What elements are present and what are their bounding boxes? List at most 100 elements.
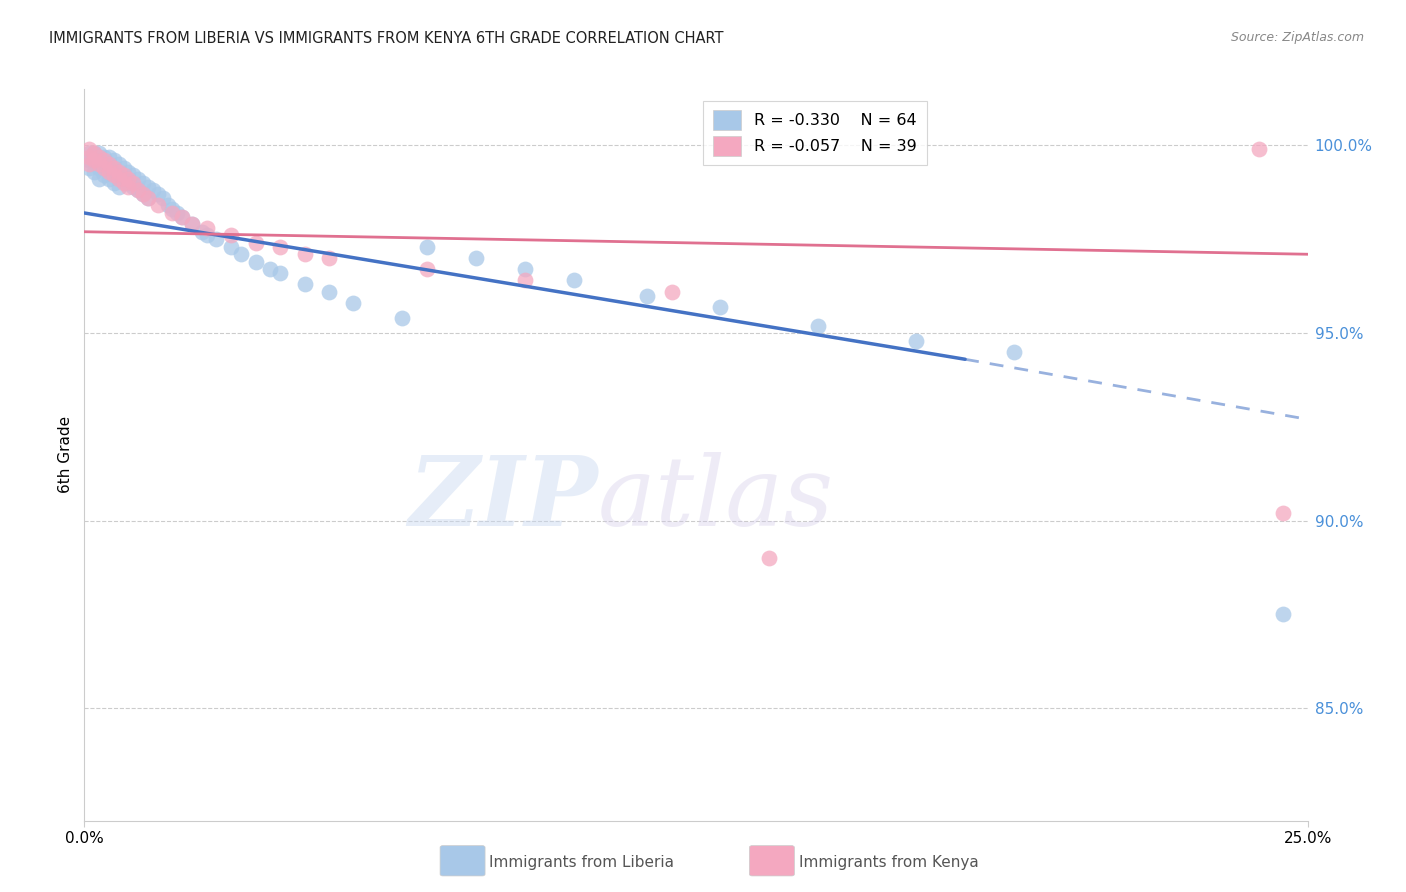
Point <box>162 202 184 217</box>
Point <box>93 150 115 164</box>
Point <box>1247 142 1270 156</box>
Point <box>269 240 291 254</box>
Point <box>136 191 159 205</box>
Point <box>464 251 486 265</box>
Point <box>97 150 120 164</box>
Point <box>142 184 165 198</box>
Point <box>107 172 129 186</box>
Text: Immigrants from Kenya: Immigrants from Kenya <box>799 855 979 870</box>
Point <box>136 191 159 205</box>
Point <box>93 169 115 183</box>
Point <box>122 179 145 194</box>
Point <box>117 176 139 190</box>
Point <box>205 232 228 246</box>
Point <box>156 198 179 212</box>
Point <box>219 228 242 243</box>
Point <box>127 184 149 198</box>
Text: ZIP: ZIP <box>409 452 598 546</box>
Point <box>513 273 536 287</box>
Point <box>195 221 218 235</box>
Point <box>103 176 125 190</box>
Text: atlas: atlas <box>598 452 834 546</box>
Point <box>758 551 780 566</box>
Point <box>127 184 149 198</box>
Point <box>132 176 155 190</box>
Point <box>117 165 139 179</box>
Point <box>87 157 110 171</box>
Point <box>77 161 100 175</box>
Point <box>191 225 214 239</box>
Point <box>416 240 439 254</box>
Point <box>97 165 120 179</box>
Point <box>1272 506 1295 520</box>
Point <box>146 187 169 202</box>
Point <box>259 262 281 277</box>
Point <box>162 206 184 220</box>
Point <box>97 157 120 171</box>
Point <box>107 169 129 183</box>
Point <box>136 179 159 194</box>
Point <box>245 235 267 250</box>
Point <box>117 172 139 186</box>
Point <box>103 165 125 179</box>
Point <box>103 153 125 168</box>
Point <box>219 240 242 254</box>
Point <box>87 172 110 186</box>
Point <box>87 145 110 160</box>
Point <box>661 285 683 299</box>
Point <box>181 217 204 231</box>
Point <box>807 318 830 333</box>
Point <box>93 157 115 171</box>
Point <box>132 187 155 202</box>
Point <box>83 145 105 160</box>
Point <box>294 247 316 261</box>
Point <box>416 262 439 277</box>
Point <box>132 187 155 202</box>
Point <box>93 161 115 175</box>
Point <box>83 145 105 160</box>
Point <box>122 176 145 190</box>
Point <box>229 247 252 261</box>
Y-axis label: 6th Grade: 6th Grade <box>58 417 73 493</box>
Point <box>318 285 340 299</box>
Point <box>709 300 731 314</box>
Point <box>181 217 204 231</box>
Point <box>1002 344 1025 359</box>
Point <box>112 161 135 175</box>
Point <box>87 161 110 175</box>
Point <box>112 176 135 190</box>
Point <box>172 210 194 224</box>
Point <box>77 142 100 156</box>
Text: IMMIGRANTS FROM LIBERIA VS IMMIGRANTS FROM KENYA 6TH GRADE CORRELATION CHART: IMMIGRANTS FROM LIBERIA VS IMMIGRANTS FR… <box>49 31 724 46</box>
Point <box>107 179 129 194</box>
Point <box>97 161 120 175</box>
Point <box>342 296 364 310</box>
Point <box>636 288 658 302</box>
Point <box>562 273 585 287</box>
Point <box>87 150 110 164</box>
Point <box>112 172 135 186</box>
Point <box>513 262 536 277</box>
Point <box>103 161 125 175</box>
Legend: R = -0.330    N = 64, R = -0.057    N = 39: R = -0.330 N = 64, R = -0.057 N = 39 <box>703 101 927 165</box>
Point <box>166 206 188 220</box>
Point <box>294 277 316 292</box>
Point <box>77 145 100 160</box>
Point <box>1272 607 1295 622</box>
Point <box>112 169 135 183</box>
Point <box>318 251 340 265</box>
Point <box>107 157 129 171</box>
Point <box>83 153 105 168</box>
Point <box>83 165 105 179</box>
Point <box>93 153 115 168</box>
Point <box>77 157 100 171</box>
Point <box>391 311 413 326</box>
Point <box>77 150 100 164</box>
Point <box>146 198 169 212</box>
Text: Source: ZipAtlas.com: Source: ZipAtlas.com <box>1230 31 1364 45</box>
Point <box>122 169 145 183</box>
Point <box>245 254 267 268</box>
Point <box>117 179 139 194</box>
Point <box>152 191 174 205</box>
Point <box>269 266 291 280</box>
